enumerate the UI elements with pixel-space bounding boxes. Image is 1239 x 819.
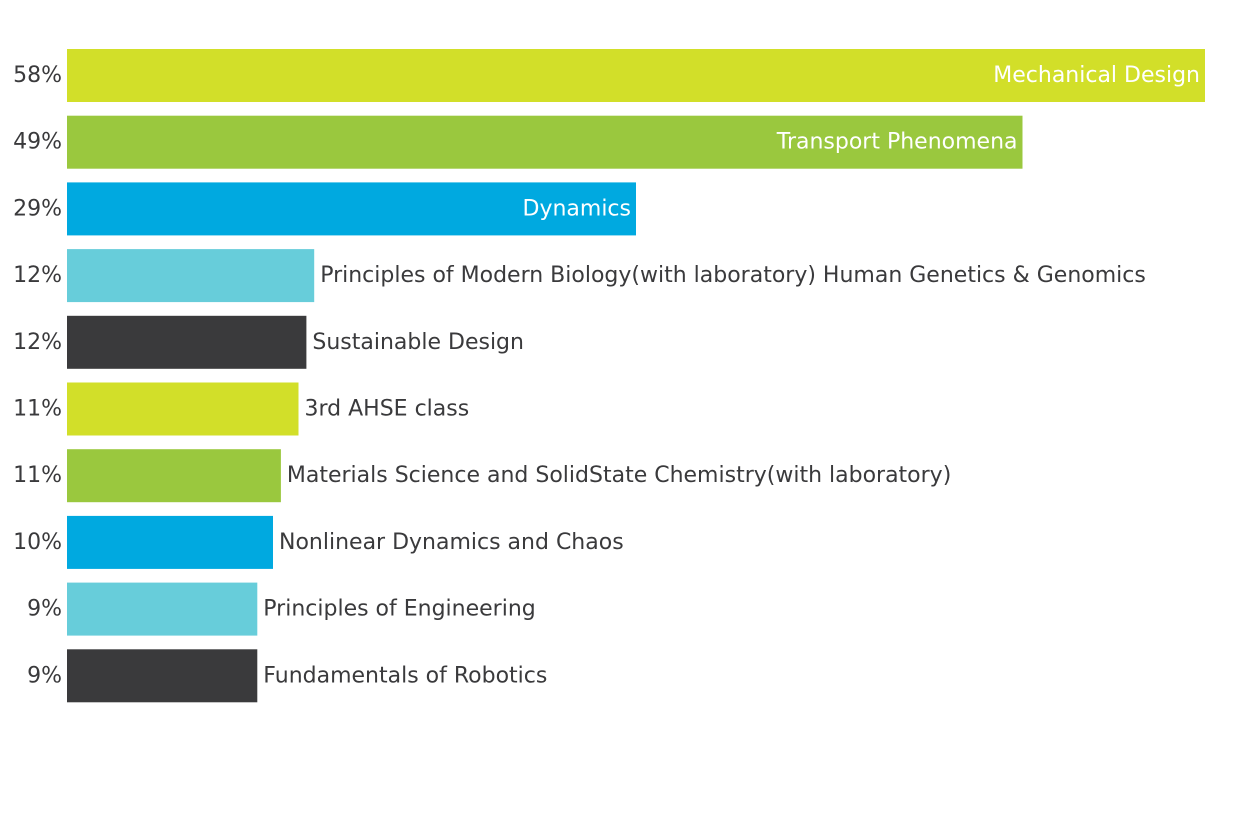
category-label: Transport Phenomena <box>776 130 1018 155</box>
bar-6 <box>67 382 299 436</box>
category-label: Materials Science and SolidState Chemist… <box>287 463 951 488</box>
bar-1 <box>67 49 1205 102</box>
bar-5 <box>67 315 307 369</box>
category-label: Principles of Engineering <box>263 597 535 622</box>
category-label: Nonlinear Dynamics and Chaos <box>279 530 624 555</box>
category-label: Dynamics <box>523 196 632 221</box>
category-label: Mechanical Design <box>993 63 1200 88</box>
category-label: Sustainable Design <box>312 330 524 355</box>
category-label: Fundamentals of Robotics <box>263 663 547 688</box>
category-label: Principles of Modern Biology(with labora… <box>320 263 1146 288</box>
bar-8 <box>67 515 273 569</box>
bars-group <box>67 49 1205 703</box>
category-label: 3rd AHSE class <box>305 397 470 422</box>
category-labels-group: Mechanical Design Transport Phenomena Dyna… <box>263 63 1200 688</box>
bar-10 <box>67 649 258 703</box>
value-label: 9% <box>27 663 62 688</box>
bar-4 <box>67 249 315 303</box>
value-labels-group: 58% 49% 29% 12% 12% 11% 11% 10% 9% 9% <box>13 63 62 688</box>
value-label: 29% <box>13 196 62 221</box>
value-label: 58% <box>13 63 62 88</box>
value-label: 9% <box>27 597 62 622</box>
value-label: 49% <box>13 130 62 155</box>
value-label: 11% <box>13 397 62 422</box>
value-label: 12% <box>13 263 62 288</box>
value-label: 10% <box>13 530 62 555</box>
bar-2 <box>67 115 1023 169</box>
value-label: 11% <box>13 463 62 488</box>
bar-7 <box>67 449 281 503</box>
bar-9 <box>67 582 258 636</box>
value-label: 12% <box>13 330 62 355</box>
bar-3 <box>67 182 636 236</box>
